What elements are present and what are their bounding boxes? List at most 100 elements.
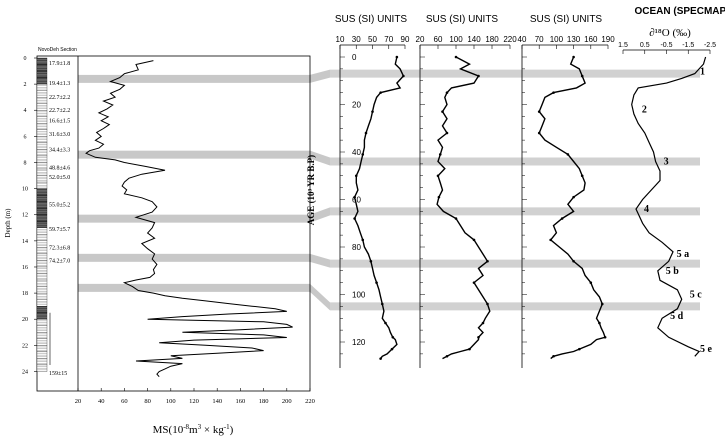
ms-y-tick-label: 4 [24, 108, 27, 114]
ocean-line [631, 56, 707, 357]
age-label: 17.9±1.8 [49, 61, 70, 67]
sus1-title: SUS (SI) UNITS [335, 14, 408, 25]
ms-depth-panel: NovoDeh Section Depth (m) MS(10-8m3 × kg… [4, 47, 315, 436]
age-tick-label: 20 [352, 101, 361, 110]
mis-stage-label: 5 d [670, 311, 684, 322]
sus-point [445, 354, 449, 358]
band-left [78, 214, 310, 223]
ms-x-tick-label: 60 [121, 398, 128, 405]
sus-point [353, 195, 356, 199]
sus-x-tick-label: 70 [535, 35, 544, 44]
sus-point [589, 281, 593, 284]
sus-x-tick-label: 30 [352, 35, 361, 44]
sus-point [402, 74, 405, 78]
sus-point [391, 335, 395, 339]
correlation-bands [78, 69, 700, 311]
band-left [78, 283, 310, 292]
ocean-x-tick-label: -1.5 [682, 42, 694, 49]
sus-point [486, 302, 489, 306]
ms-x-tick-label: 20 [75, 398, 82, 405]
sus-x-tick-label: 90 [401, 35, 410, 44]
sus3-title: SUS (SI) UNITS [530, 14, 603, 25]
age-tick-label: 100 [352, 291, 366, 300]
sus-x-tick-label: 180 [485, 35, 499, 44]
sus-point [454, 217, 458, 220]
sus-point [445, 91, 449, 94]
mis-stage-label: 5 a [677, 249, 690, 260]
age-tick-label: 60 [352, 196, 361, 205]
ms-x-ticks: 20 40 60 80 100 120 140 160 180 200 220 [75, 388, 315, 405]
age-label: 59.7±5.7 [49, 227, 70, 233]
mis-stage-label: 3 [664, 157, 669, 168]
ms-y-tick-label: 24 [22, 369, 28, 375]
sus-point [481, 321, 485, 325]
sus-x-tick-label: 100 [449, 35, 463, 44]
age-label: 72.3±6.8 [49, 245, 70, 251]
sus-line [436, 56, 491, 360]
sus-point [603, 335, 607, 339]
sus-point [369, 259, 373, 263]
age-label: 55.0±5.2 [49, 202, 70, 208]
ocean-x-tick-label: -2.5 [704, 42, 716, 49]
sus-point [384, 321, 387, 325]
sus2-panel: 20 60 100 140 180 220 [416, 35, 517, 368]
sus-point [477, 74, 480, 78]
sus-point [361, 238, 365, 242]
band-connector [310, 253, 330, 268]
sus-point [580, 74, 584, 78]
band-right [330, 207, 700, 216]
sus-x-tick-label: 130 [567, 35, 581, 44]
age-label: 31.6±3.0 [49, 132, 70, 138]
sus-point [552, 91, 555, 94]
band-connector [310, 69, 330, 83]
sus-point [380, 302, 384, 306]
ocean-x-tick-label: 1.5 [618, 42, 628, 49]
sus-x-tick-label: 10 [336, 35, 345, 44]
ms-y-tick-label: 0 [24, 56, 27, 62]
ms-y-tick-label: 20 [22, 317, 28, 323]
ms-x-tick-label: 180 [259, 398, 269, 405]
sus-point [537, 110, 541, 113]
ms-x-tick-label: 160 [236, 398, 246, 405]
sus-x-tick-label: 190 [601, 35, 615, 44]
ms-x-tick-label: 120 [189, 398, 199, 405]
sus-point [454, 55, 458, 59]
sus-point [436, 174, 440, 178]
sus-x-tick-label: 20 [416, 35, 425, 44]
sus-x-tick-label: 100 [550, 35, 564, 44]
mis-stage-label: 5 c [690, 290, 703, 301]
age-label: 22.7±2.2 [49, 108, 70, 114]
sus3-panel: 40 70 100 130 160 190 [518, 35, 615, 368]
sus-point [566, 153, 570, 156]
ms-ylabel: Depth (m) [4, 208, 12, 238]
band-right [330, 157, 700, 166]
sus1-panel: 10 30 50 70 90 0 20 40 60 80 100 120 [336, 35, 410, 368]
age-tick-label: 0 [352, 53, 357, 62]
sus-point [580, 174, 584, 178]
sus-x-tick-label: 140 [467, 35, 481, 44]
sus-point [364, 131, 368, 135]
ms-column-title: NovoDeh Section [38, 47, 77, 53]
age-label: 48.8±4.6 [49, 166, 70, 172]
age-label: 34.4±3.3 [49, 147, 70, 153]
sus-point [477, 335, 480, 339]
ms-series [85, 60, 293, 378]
sus-point [549, 238, 552, 242]
ms-y-tick-label: 8 [24, 160, 27, 166]
sus-x-tick-label: 50 [368, 35, 377, 44]
ms-line [85, 60, 293, 378]
age-tick-label: 40 [352, 148, 361, 157]
ms-y-tick-label: 14 [22, 239, 28, 245]
ms-x-tick-label: 80 [144, 398, 151, 405]
sus-point [472, 281, 476, 284]
sus-point [354, 174, 358, 178]
sus-point [379, 91, 382, 94]
lithology-column [36, 57, 51, 372]
ms-y-tick-label: 18 [22, 291, 28, 297]
band-connector [310, 283, 330, 311]
band-left [78, 253, 310, 262]
band-left [78, 74, 310, 83]
band-left [78, 150, 310, 159]
